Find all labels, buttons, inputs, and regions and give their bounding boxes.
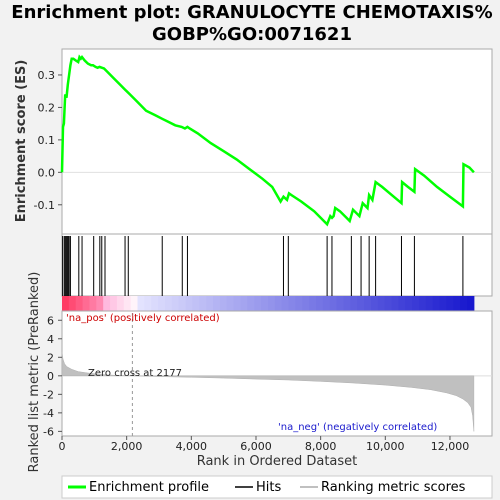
x-tick-label: 0 — [59, 440, 66, 453]
enrichment-profile-line — [60, 54, 475, 227]
rank-bar-segment — [68, 296, 77, 311]
rank-bar-segment — [281, 296, 290, 311]
rank-bar-segment — [405, 296, 413, 311]
rank-bar-segment — [336, 296, 344, 311]
metric-y-tick-label: -6 — [43, 425, 54, 438]
rank-bar-segment — [178, 296, 187, 311]
rank-bar-segment — [412, 296, 420, 311]
rank-bar-segment — [62, 296, 70, 311]
rank-bar-segment — [316, 296, 324, 311]
rank-bar-segment — [329, 296, 338, 311]
x-tick-label: 8,000 — [305, 440, 337, 453]
metric-y-tick-label: -2 — [43, 388, 54, 401]
metric-panel-background — [61, 310, 493, 437]
es-y-tick-label: -0.1 — [34, 199, 55, 212]
rank-bar-segment — [350, 296, 358, 311]
rank-bar-segment — [274, 296, 283, 311]
rank-bar-segment — [432, 296, 441, 311]
na-pos-annotation: 'na_pos' (positively correlated) — [66, 313, 220, 324]
rank-bar-segment — [158, 296, 166, 311]
rank-bar-segment — [467, 296, 475, 311]
chart-title-line1: Enrichment plot: GRANULOCYTE CHEMOTAXIS% — [11, 2, 492, 23]
rank-bar-segment — [261, 296, 269, 311]
rank-bar-segment — [398, 296, 406, 311]
rank-color-bar — [62, 296, 475, 311]
rank-bar-segment — [75, 296, 84, 311]
rank-bar-segment — [370, 296, 379, 311]
rank-bar-segment — [130, 296, 139, 311]
x-tick-label: 6,000 — [240, 440, 272, 453]
x-axis-label: Rank in Ordered Dataset — [197, 454, 358, 469]
rank-bar-segment — [391, 296, 399, 311]
rank-bar-segment — [439, 296, 447, 311]
x-tick-label: 2,000 — [111, 440, 143, 453]
rank-bar-segment — [377, 296, 386, 311]
x-tick-label: 10,000 — [366, 440, 405, 453]
rank-bar-segment — [151, 296, 159, 311]
metric-y-axis-label: Ranked list metric (PreRanked) — [27, 272, 42, 473]
na-neg-annotation: 'na_neg' (negatively correlated) — [278, 422, 437, 433]
rank-bar-segment — [144, 296, 152, 311]
rank-bar-segment — [384, 296, 393, 311]
hits-panel-background — [61, 233, 493, 297]
rank-bar-segment — [226, 296, 235, 311]
hit-markers — [62, 236, 464, 296]
metric-y-tick-label: 2 — [47, 351, 54, 364]
rank-bar-segment — [110, 296, 118, 311]
rank-bar-segment — [89, 296, 97, 311]
es-y-tick-label: 0.3 — [38, 69, 56, 82]
rank-bar-segment — [116, 296, 125, 311]
chart-title-line2: GOBP%GO:0071621 — [152, 24, 352, 45]
es-y-axis-label: Enrichment score (ES) — [14, 60, 29, 223]
zero-cross-annotation: Zero cross at 2177 — [88, 368, 182, 379]
legend-hits-label: Hits — [256, 480, 281, 495]
legend-enrichment-label: Enrichment profile — [89, 480, 209, 495]
es-y-tick-label: 0.0 — [38, 166, 56, 179]
rank-bar-segment — [82, 296, 90, 311]
rank-bar-segment — [103, 296, 111, 311]
rank-bar-segment — [123, 296, 132, 311]
rank-bar-segment — [453, 296, 461, 311]
rank-bar-segment — [357, 296, 365, 311]
rank-bar-segment — [199, 296, 207, 311]
x-tick-label: 12,000 — [431, 440, 470, 453]
x-tick-label: 4,000 — [176, 440, 208, 453]
metric-y-tick-label: 6 — [47, 314, 54, 327]
rank-bar-segment — [446, 296, 454, 311]
rank-bar-segment — [247, 296, 255, 311]
rank-bar-segment — [267, 296, 276, 311]
es-panel-background — [61, 48, 493, 235]
metric-y-tick-label: -4 — [43, 407, 54, 420]
rank-bar-segment — [171, 296, 180, 311]
rank-bar-segment — [295, 296, 303, 311]
es-y-tick-label: 0.2 — [38, 101, 56, 114]
metric-y-tick-label: 0 — [47, 370, 54, 383]
rank-bar-segment — [219, 296, 228, 311]
legend-metric-label: Ranking metric scores — [321, 480, 466, 495]
rank-bar-segment — [322, 296, 331, 311]
rank-bar-segment — [96, 296, 104, 311]
rank-bar-segment — [192, 296, 200, 311]
rank-bar-segment — [240, 296, 248, 311]
legend-box — [61, 475, 493, 499]
rank-bar-segment — [254, 296, 262, 311]
rank-bar-segment — [364, 296, 372, 311]
rank-bar-segment — [164, 296, 173, 311]
es-y-tick-label: 0.1 — [38, 134, 56, 147]
rank-bar-segment — [213, 296, 221, 311]
rank-bar-segment — [460, 296, 468, 311]
rank-bar-segment — [206, 296, 214, 311]
rank-bar-segment — [343, 296, 351, 311]
rank-bar-segment — [425, 296, 434, 311]
rank-bar-segment — [418, 296, 427, 311]
rank-bar-segment — [185, 296, 193, 311]
rank-bar-segment — [233, 296, 241, 311]
rank-bar-segment — [302, 296, 310, 311]
rank-bar-segment — [288, 296, 296, 311]
metric-y-tick-label: 4 — [47, 333, 54, 346]
ranking-metric-area — [61, 351, 475, 432]
rank-bar-segment — [137, 296, 145, 311]
rank-bar-segment — [309, 296, 317, 311]
